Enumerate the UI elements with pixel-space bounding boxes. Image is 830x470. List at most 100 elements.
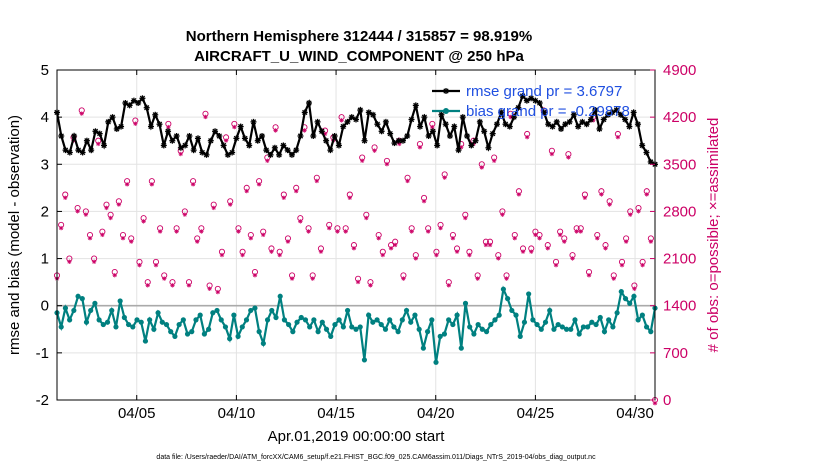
asterisk-stroke [135, 100, 141, 106]
legend-rmse-marker [443, 88, 449, 94]
bias-point [281, 317, 288, 323]
asterisk-stroke [430, 128, 436, 134]
asterisk-stroke [319, 249, 323, 254]
asterisk-stroke [640, 263, 645, 268]
obs-assimilated-marker [273, 128, 278, 133]
asterisk-stroke [404, 133, 410, 139]
obs-assimilated-marker [438, 225, 443, 231]
bias-point [551, 326, 557, 332]
obs-assimilated-marker [195, 239, 200, 244]
asterisk-stroke [118, 123, 124, 130]
legend-bias-marker [443, 108, 449, 114]
asterisk-stroke [618, 112, 624, 118]
bias-point [92, 300, 98, 306]
asterisk-stroke [400, 138, 406, 144]
asterisk-stroke [178, 152, 183, 156]
asterisk-stroke [84, 138, 90, 144]
bias-point [627, 300, 633, 306]
rmse-point [408, 116, 415, 123]
asterisk-stroke [626, 123, 633, 130]
asterisk-stroke [550, 152, 554, 156]
asterisk-stroke [451, 123, 457, 130]
bias-point [378, 321, 384, 328]
obs-assimilated-marker [129, 239, 134, 244]
rmse-point [481, 128, 488, 135]
rmse-point [79, 149, 86, 156]
asterisk-stroke [635, 121, 641, 127]
obs-assimilated-marker [364, 215, 369, 221]
asterisk-stroke [579, 119, 586, 125]
asterisk-stroke [578, 229, 583, 234]
bias-point [180, 317, 186, 323]
asterisk-stroke [294, 189, 299, 193]
rmse-point [493, 121, 500, 128]
obs-assimilated-marker [425, 229, 431, 234]
asterisk-stroke [366, 109, 372, 116]
bias-point [319, 319, 325, 325]
x-tick-label: 04/05 [118, 405, 156, 422]
rmse-point [118, 123, 125, 130]
y-axis-label-right: # of obs: o=possible; ×=assimilated [705, 118, 722, 353]
asterisk-stroke [558, 232, 563, 237]
y-tick-label: -1 [36, 345, 49, 362]
bias-point [117, 298, 123, 304]
bias-line [55, 285, 657, 363]
rmse-point [528, 95, 535, 102]
obs-assimilated-marker [120, 236, 126, 241]
obs-assimilated-marker [153, 262, 159, 268]
obs-assimilated-marker [409, 229, 414, 234]
rmse-point [613, 107, 620, 114]
asterisk-stroke [566, 155, 571, 160]
bias-point [239, 324, 245, 330]
obs-assimilated-marker [186, 283, 192, 288]
bias-point [172, 333, 178, 339]
obs-assimilated-marker [603, 246, 608, 251]
rmse-point [455, 147, 462, 154]
asterisk-stroke [447, 133, 453, 139]
asterisk-stroke [528, 95, 534, 101]
bias-point [134, 317, 140, 323]
asterisk-stroke [154, 263, 158, 268]
rmse-point [216, 133, 223, 139]
obs-assimilated-marker [446, 283, 451, 288]
bias-point [189, 329, 195, 335]
rmse-point [233, 135, 240, 142]
asterisk-stroke [112, 273, 117, 278]
rmse-point [549, 123, 556, 130]
bias-point [151, 326, 157, 332]
asterisk-stroke [425, 133, 432, 139]
asterisk-stroke [335, 229, 340, 234]
asterisk-stroke [170, 283, 175, 288]
obs-assimilated-marker [500, 212, 505, 217]
asterisk-stroke [467, 253, 472, 257]
obs-assimilated-marker [170, 283, 175, 288]
bias-point [433, 359, 439, 365]
rmse-point [592, 107, 599, 114]
bias-point [643, 324, 650, 330]
rmse-point [267, 151, 274, 158]
asterisk-stroke [169, 138, 175, 144]
asterisk-stroke [475, 276, 480, 281]
rmse-point [190, 147, 197, 154]
asterisk-stroke [187, 283, 191, 288]
obs-assimilated-marker [318, 249, 324, 254]
asterisk-stroke [430, 125, 435, 129]
bias-point [437, 333, 443, 339]
rmse-point [382, 118, 389, 125]
bias-point [601, 329, 608, 335]
asterisk-stroke [488, 243, 492, 247]
bias-point [366, 312, 372, 318]
asterisk-stroke [541, 109, 547, 116]
rmse-point [617, 111, 624, 118]
rmse-point [404, 133, 411, 139]
asterisk-stroke [622, 116, 628, 123]
bias-point [382, 326, 389, 332]
rmse-point [634, 121, 641, 128]
asterisk-stroke [83, 212, 88, 217]
obs-assimilated-marker [133, 121, 138, 126]
obs-assimilated-marker [162, 276, 167, 281]
bias-point [168, 329, 174, 335]
asterisk-stroke [393, 243, 398, 247]
asterisk-stroke [92, 259, 97, 264]
asterisk-stroke [59, 226, 64, 230]
